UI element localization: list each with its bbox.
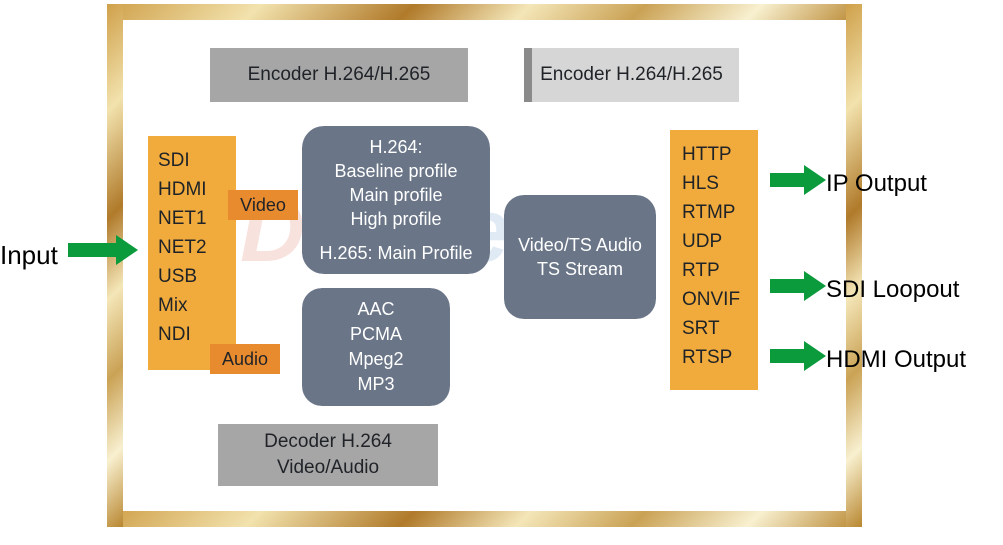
box-line: AAC bbox=[357, 297, 394, 322]
arrow-ip-output bbox=[770, 165, 826, 195]
box-line: H.265: Main Profile bbox=[319, 241, 472, 265]
list-item: SDI bbox=[158, 146, 236, 175]
decoder-line2: Video/Audio bbox=[277, 455, 379, 481]
box-line: Main profile bbox=[349, 183, 442, 207]
list-item: HTTP bbox=[682, 140, 758, 169]
arrow-hdmi-output bbox=[770, 341, 826, 371]
frame-border-bottom bbox=[107, 511, 862, 527]
list-item: HDMI bbox=[158, 175, 236, 204]
video-tag-label: Video bbox=[240, 195, 286, 216]
list-item: RTSP bbox=[682, 343, 758, 372]
list-item: NET2 bbox=[158, 233, 236, 262]
box-line: Baseline profile bbox=[334, 159, 457, 183]
sdi-loopout-label: SDI Loopout bbox=[826, 276, 959, 304]
frame-border-right bbox=[846, 4, 862, 527]
arrow-line bbox=[770, 279, 804, 293]
arrow-head-icon bbox=[116, 235, 138, 265]
frame-border-left bbox=[107, 4, 123, 527]
box-line: PCMA bbox=[350, 322, 402, 347]
decoder-box: Decoder H.264 Video/Audio bbox=[218, 424, 438, 486]
list-item: USB bbox=[158, 262, 236, 291]
list-item: UDP bbox=[682, 227, 758, 256]
list-item: RTP bbox=[682, 256, 758, 285]
inputs-box: SDIHDMINET1NET2USBMixNDI bbox=[148, 136, 236, 370]
audio-tag-label: Audio bbox=[222, 349, 268, 370]
encoder-box-left: Encoder H.264/H.265 bbox=[210, 48, 468, 102]
arrow-line bbox=[770, 173, 804, 187]
list-item: HLS bbox=[682, 169, 758, 198]
list-item: ONVIF bbox=[682, 285, 758, 314]
arrow-head-icon bbox=[804, 165, 826, 195]
arrow-sdi-loopout bbox=[770, 271, 826, 301]
encoder-left-label: Encoder H.264/H.265 bbox=[248, 64, 431, 86]
frame-border-top bbox=[107, 4, 862, 20]
decoder-line1: Decoder H.264 bbox=[264, 429, 392, 455]
input-label: Input bbox=[0, 240, 58, 271]
arrow-head-icon bbox=[804, 341, 826, 371]
hdmi-output-label: HDMI Output bbox=[826, 346, 966, 374]
box-line: Mpeg2 bbox=[348, 347, 403, 372]
encoder-box-right: Encoder H.264/H.265 bbox=[524, 48, 739, 102]
box-line: TS Stream bbox=[537, 257, 623, 281]
encoder-right-label: Encoder H.264/H.265 bbox=[540, 64, 723, 86]
list-item: SRT bbox=[682, 314, 758, 343]
arrow-line bbox=[68, 243, 116, 257]
list-item: RTMP bbox=[682, 198, 758, 227]
box-line: H.264: bbox=[369, 135, 422, 159]
profiles-box: H.264:Baseline profileMain profileHigh p… bbox=[302, 126, 490, 274]
box-line: Video/TS Audio bbox=[518, 233, 642, 257]
video-tag: Video bbox=[228, 190, 298, 220]
encoder-right-accent bbox=[524, 48, 532, 102]
list-item: NET1 bbox=[158, 204, 236, 233]
box-line: High profile bbox=[350, 207, 441, 231]
arrow-head-icon bbox=[804, 271, 826, 301]
box-line: MP3 bbox=[357, 372, 394, 397]
audio-tag: Audio bbox=[210, 344, 280, 374]
arrow-line bbox=[770, 349, 804, 363]
arrow-input bbox=[68, 235, 138, 265]
list-item: Mix bbox=[158, 291, 236, 320]
outputs-box: HTTPHLSRTMPUDPRTPONVIFSRTRTSP bbox=[670, 130, 758, 390]
audio-codecs-box: AACPCMAMpeg2MP3 bbox=[302, 288, 450, 406]
ip-output-label: IP Output bbox=[826, 170, 927, 198]
stream-box: Video/TS AudioTS Stream bbox=[504, 195, 656, 319]
